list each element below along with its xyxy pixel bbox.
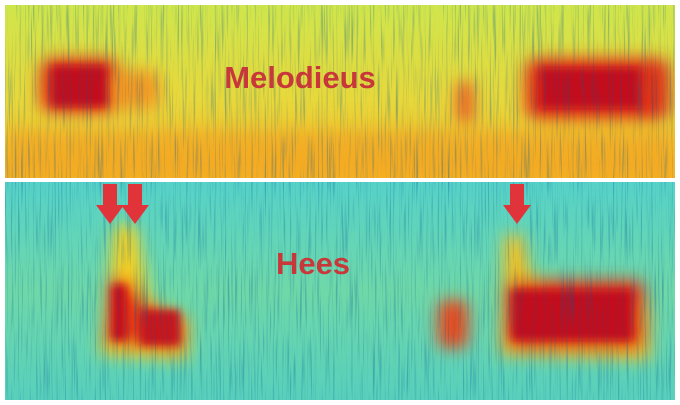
top-panel: Melodieus — [5, 5, 675, 178]
spectrogram-figure: Melodieus Hees — [0, 0, 680, 405]
panel-label: Hees — [276, 246, 350, 281]
page: Melodieus Hees (() => { const data = JSO… — [0, 0, 680, 405]
panel-label: Melodieus — [224, 60, 376, 95]
